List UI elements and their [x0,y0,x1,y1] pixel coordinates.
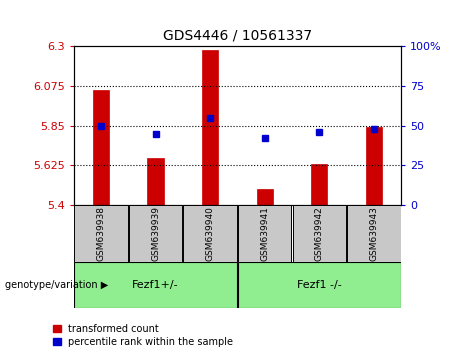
Title: GDS4446 / 10561337: GDS4446 / 10561337 [163,28,312,42]
Bar [311,164,327,205]
Legend: transformed count, percentile rank within the sample: transformed count, percentile rank withi… [51,322,236,349]
Text: GSM639942: GSM639942 [315,206,324,261]
Text: GSM639938: GSM639938 [96,206,106,261]
Text: GSM639941: GSM639941 [260,206,269,261]
Bar [347,205,401,262]
Bar [74,205,128,262]
Bar [293,205,346,262]
Bar [202,51,219,205]
Bar [183,205,237,262]
Text: GSM639939: GSM639939 [151,206,160,261]
Bar [256,189,273,205]
Text: Fezf1+/-: Fezf1+/- [132,280,179,290]
Bar [148,158,164,205]
Bar [74,262,237,308]
Bar [238,205,291,262]
Bar [129,205,182,262]
Text: genotype/variation ▶: genotype/variation ▶ [5,280,108,290]
Text: GSM639940: GSM639940 [206,206,215,261]
Text: GSM639943: GSM639943 [369,206,378,261]
Bar [366,127,382,205]
Bar [93,90,109,205]
Text: Fezf1 -/-: Fezf1 -/- [297,280,342,290]
Bar [238,262,401,308]
